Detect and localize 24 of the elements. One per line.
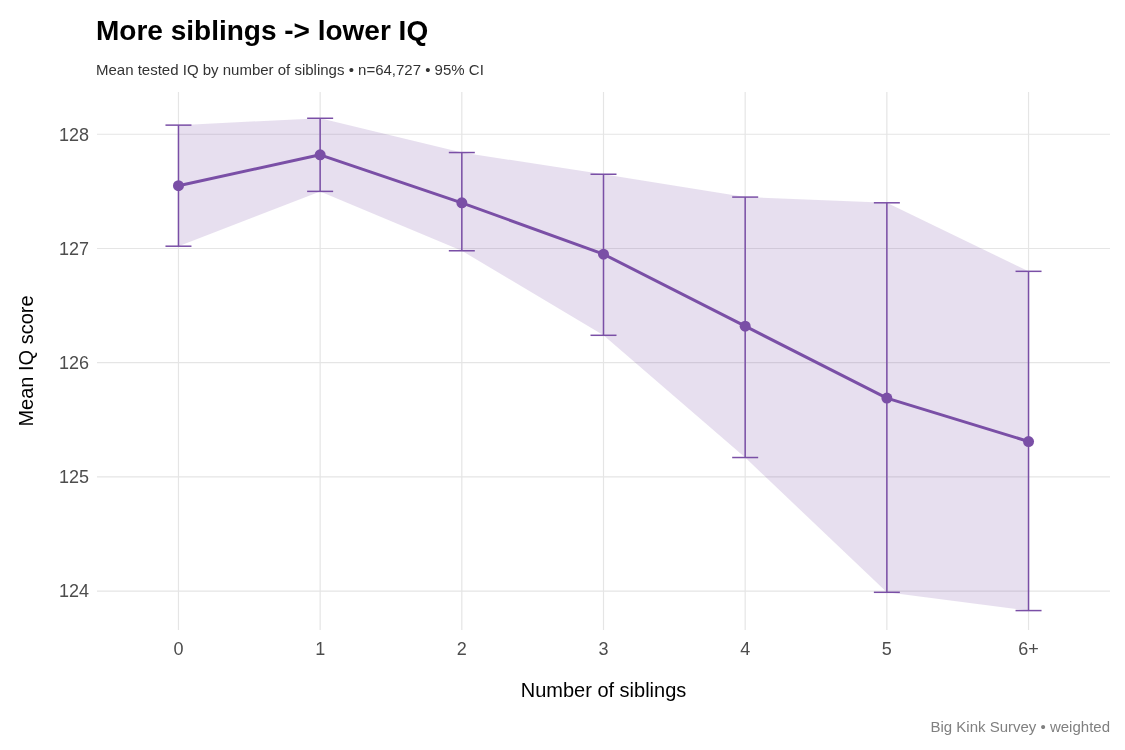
x-axis-title: Number of siblings [520,679,687,701]
point [739,320,751,332]
chart-title: More siblings -> lower IQ [96,15,429,46]
y-tick-label: 125 [58,467,89,488]
x-tick-label: 1 [315,639,326,659]
x-tick-label: 2 [456,639,467,659]
chart-subtitle: Mean tested IQ by number of siblings • n=64,727 • 95% CI [96,61,484,78]
y-axis-title: Mean IQ score [15,295,37,427]
y-tick-label: 124 [58,581,89,602]
y-tick-label: 126 [58,353,89,374]
x-tick-label: 3 [598,639,609,659]
point [1023,436,1035,448]
x-tick-label: 0 [173,639,184,659]
point [172,180,184,192]
y-tick-label: 128 [58,124,89,145]
point [456,197,468,209]
text: Big Kink Survey • weighted [930,718,1110,735]
x-tick-label: 6+ [1018,639,1039,659]
point [314,149,326,161]
point [598,248,609,260]
point [881,392,893,404]
x-tick-label: 5 [881,639,892,659]
y-tick-label: 127 [58,238,89,259]
x-tick-label: 4 [740,639,751,659]
